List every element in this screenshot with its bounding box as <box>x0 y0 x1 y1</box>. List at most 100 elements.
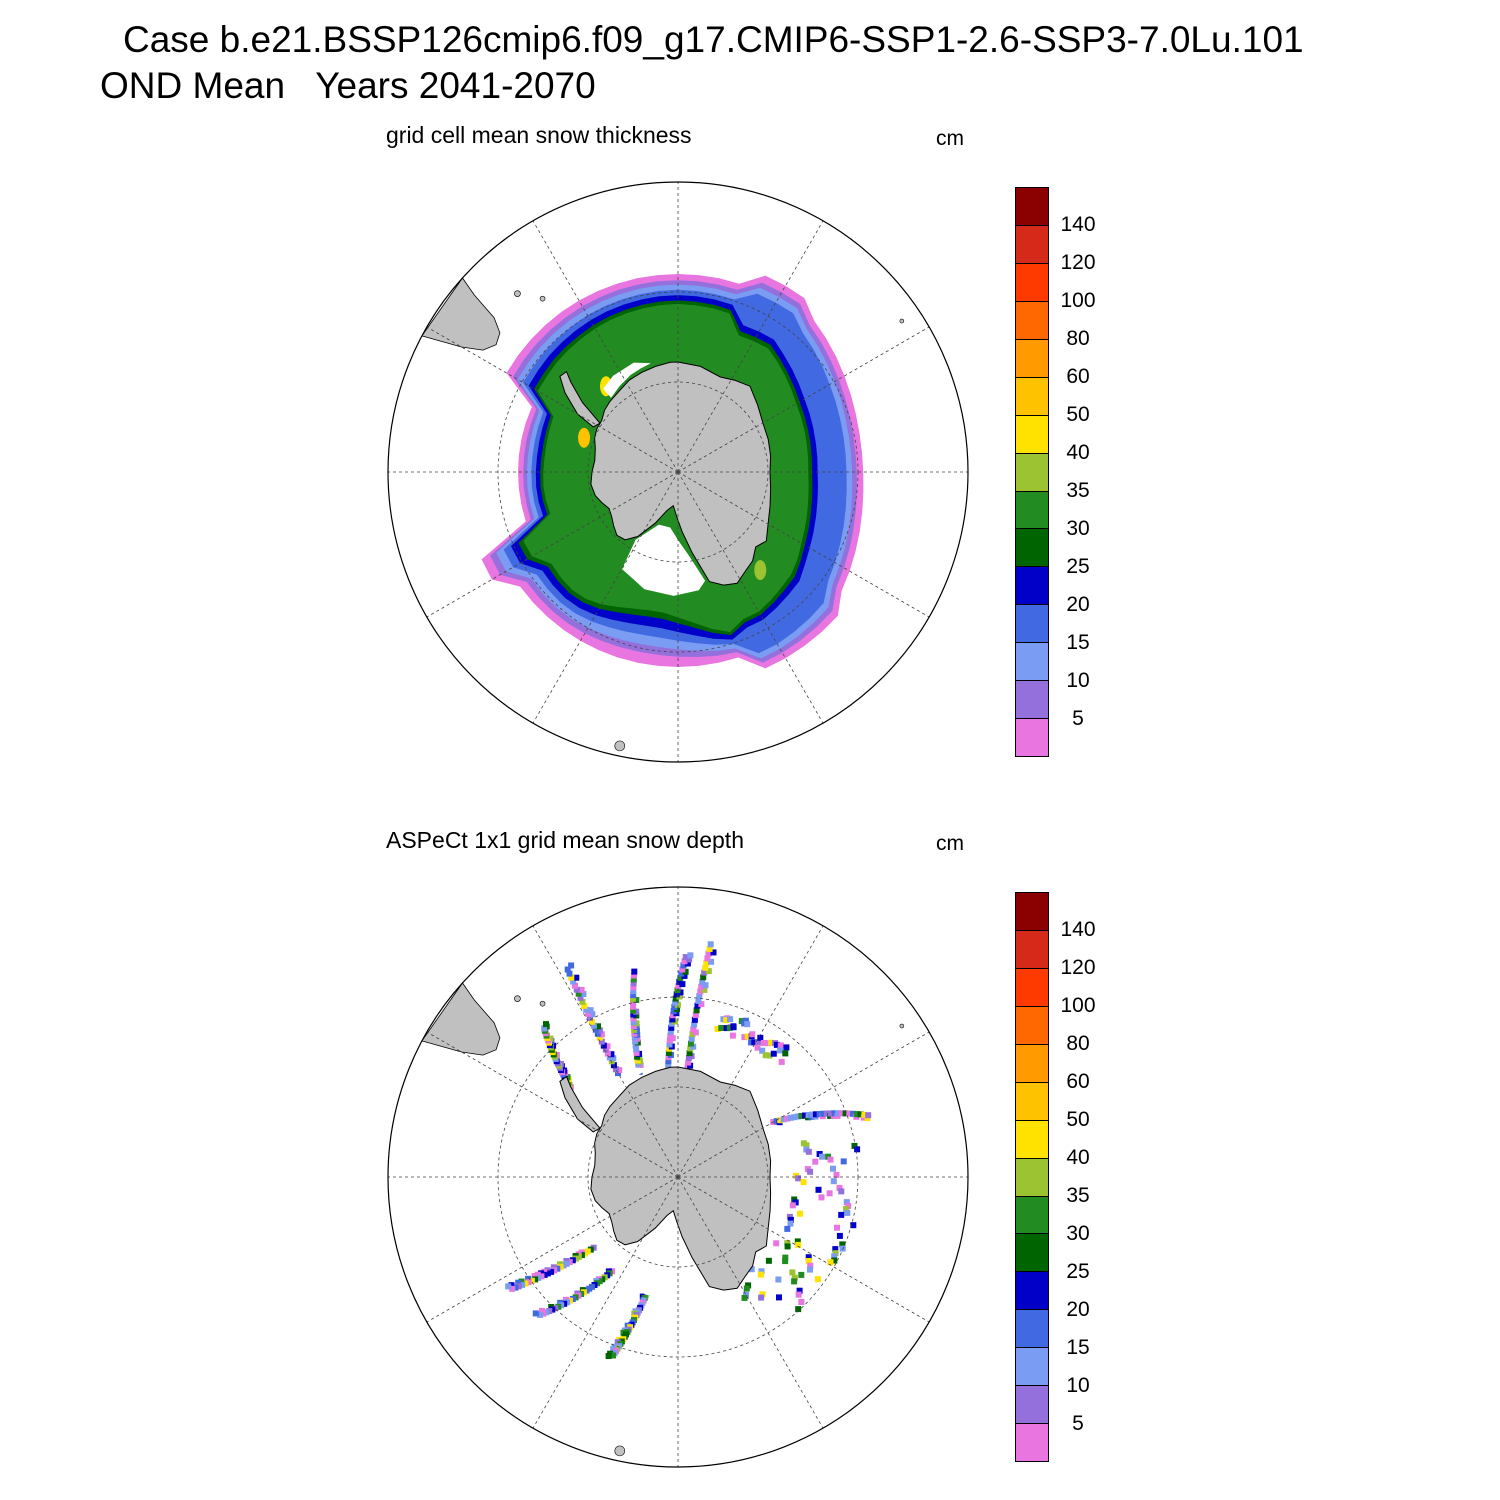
colorbar-box <box>1016 719 1048 757</box>
observation-cell <box>704 955 711 962</box>
meridian-line <box>677 925 824 1178</box>
observation-cell <box>554 1265 561 1272</box>
colorbar-box <box>1016 263 1048 302</box>
colorbar-box <box>1016 893 1048 931</box>
observation-cell <box>522 1280 529 1287</box>
observation-cell <box>537 1311 544 1318</box>
graticule <box>388 887 968 1467</box>
observation-cell <box>630 992 637 999</box>
island-1 <box>539 295 546 302</box>
ship-track-7 <box>776 1142 861 1313</box>
observation-cell <box>850 1110 857 1117</box>
meridian-line <box>426 471 679 618</box>
observation-cell <box>814 1276 821 1283</box>
panel-1-colorbar <box>1015 187 1049 757</box>
observation-cell <box>568 962 575 969</box>
observation-cell <box>826 1190 833 1197</box>
observation-cell <box>775 1276 782 1283</box>
observation-cell <box>838 1110 845 1117</box>
colorbar-label: 15 <box>1066 631 1090 654</box>
observation-cell <box>773 1041 780 1048</box>
colorbar-label: 120 <box>1060 251 1096 274</box>
observation-cell <box>693 1007 700 1014</box>
colorbar-label: 60 <box>1066 365 1090 388</box>
observation-cell <box>532 1310 539 1317</box>
ship-track-5 <box>770 1110 872 1126</box>
observation-cell <box>602 1046 609 1053</box>
observation-cell <box>630 988 637 995</box>
observation-cell <box>580 991 587 997</box>
observation-cell <box>633 1049 640 1056</box>
ship-track-0 <box>564 962 623 1077</box>
observation-cell <box>795 1291 802 1298</box>
observation-cell <box>573 986 580 993</box>
observation-cell <box>754 1044 761 1051</box>
colorbar-box <box>1016 643 1048 682</box>
observation-cell <box>588 1018 595 1025</box>
colorbar-box <box>1016 605 1048 644</box>
observation-cell <box>723 1025 730 1032</box>
observation-cell <box>568 974 575 981</box>
colorbar-box <box>1016 415 1048 454</box>
observation-cell <box>777 1042 784 1049</box>
observation-cell <box>633 997 640 1003</box>
colorbar-label: 35 <box>1066 1184 1090 1207</box>
observation-cell <box>784 1225 791 1232</box>
colorbar-box <box>1016 968 1048 1007</box>
observation-cell <box>605 1353 612 1359</box>
observation-cell <box>759 1291 766 1298</box>
observation-cell <box>787 1216 794 1223</box>
colorbar-label: 40 <box>1066 1146 1090 1169</box>
observation-cell <box>805 1148 812 1155</box>
observation-cell <box>684 960 691 967</box>
observation-cell <box>795 1241 802 1248</box>
island-0 <box>514 290 521 297</box>
observation-cell <box>691 1016 698 1023</box>
ross-ice-shelf <box>622 524 706 596</box>
observation-cell <box>791 1114 798 1121</box>
panel-1-units: cm <box>936 127 964 150</box>
observation-cell <box>773 1240 780 1247</box>
south-america-land <box>421 277 501 351</box>
observation-cell <box>836 1184 843 1191</box>
ship-track-2 <box>665 952 694 1069</box>
observation-cell <box>544 1267 551 1274</box>
observation-cell <box>838 1211 845 1218</box>
observation-cell <box>800 1179 807 1186</box>
colorbar-label: 10 <box>1066 1374 1090 1397</box>
observation-cell <box>857 1111 864 1118</box>
antarctica-land <box>590 361 772 586</box>
observation-cell <box>730 1023 737 1030</box>
observation-cell <box>579 998 586 1005</box>
observation-cell <box>608 1051 615 1058</box>
observation-cell <box>843 1206 850 1212</box>
observation-cell <box>595 1023 601 1030</box>
observation-cell <box>842 1110 849 1117</box>
meridian-line <box>426 1176 679 1323</box>
observation-cell <box>688 1040 694 1047</box>
observation-cell <box>515 1283 522 1290</box>
observation-cell <box>534 1271 541 1278</box>
observation-cell <box>782 1050 789 1057</box>
observation-cell <box>795 1306 802 1313</box>
panel-2-title: ASPeCt 1x1 grid mean snow depth <box>386 827 744 853</box>
observation-cell <box>692 1012 699 1019</box>
observation-cell <box>577 994 584 1001</box>
colorbar-box <box>1016 1006 1048 1045</box>
colorbar-box <box>1016 681 1048 720</box>
observation-cell <box>686 956 693 963</box>
observation-cell <box>708 958 715 965</box>
colorbar-label: 80 <box>1066 1032 1090 1055</box>
ship-track-8 <box>605 1289 650 1359</box>
observation-cell <box>681 972 688 979</box>
observation-cell <box>563 1260 570 1267</box>
observation-cell <box>834 1224 840 1231</box>
observation-cell <box>569 1257 576 1264</box>
observation-cell <box>765 1257 772 1264</box>
observation-cell <box>702 982 709 989</box>
observation-cell <box>832 1246 839 1253</box>
observation-cell <box>668 1020 675 1027</box>
observation-cell <box>741 1034 748 1041</box>
observation-cell <box>796 1287 803 1294</box>
